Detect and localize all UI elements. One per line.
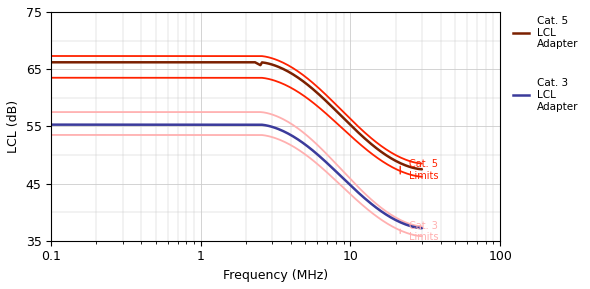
Text: Cat. 5
Limits: Cat. 5 Limits bbox=[409, 159, 439, 181]
X-axis label: Frequency (MHz): Frequency (MHz) bbox=[223, 269, 328, 282]
Legend: Cat. 5
LCL
Adapter, Cat. 3
LCL
Adapter: Cat. 5 LCL Adapter, Cat. 3 LCL Adapter bbox=[509, 12, 583, 116]
Text: Cat. 3
Limits: Cat. 3 Limits bbox=[409, 221, 439, 242]
Y-axis label: LCL (dB): LCL (dB) bbox=[7, 100, 20, 153]
